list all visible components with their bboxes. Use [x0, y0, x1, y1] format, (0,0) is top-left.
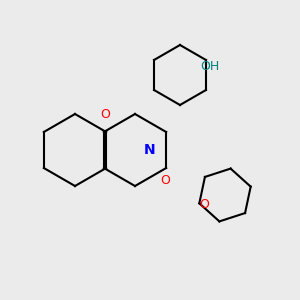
Text: O: O	[199, 197, 209, 211]
Text: O: O	[100, 107, 110, 121]
Text: N: N	[144, 143, 156, 157]
Text: O: O	[160, 173, 170, 187]
Text: OH: OH	[200, 59, 220, 73]
